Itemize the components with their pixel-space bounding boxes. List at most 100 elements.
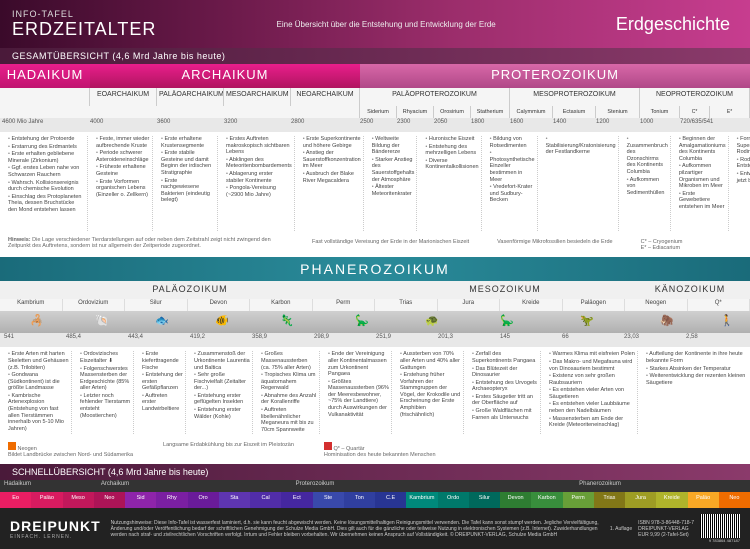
phanero-header: PHANEROZOIKUM xyxy=(0,257,750,281)
era-palaoprot: PALÄOPROTEROZOIKUM xyxy=(360,88,510,106)
content-item: Bildung von Rotsedimenten xyxy=(490,136,535,149)
era-palaoarch: PALÄOARCHAIKUM xyxy=(157,88,224,106)
color-strip: EoPaläoMesoNeoSidRhyOroStaCalEctSteTonC.… xyxy=(0,492,750,508)
content-item: Entstehung der Protoerde xyxy=(8,136,85,143)
era-neoprot: NEOPROTEROZOIKUM xyxy=(640,88,750,106)
content-item: Entstehung der ersten Gefäßpflanzen xyxy=(142,372,183,392)
footer: DREIPUNKT EINFACH. LERNEN. Nutzungshinwe… xyxy=(0,508,750,549)
timeline-2: 541485,4443,4419,2358,9298,9251,9201,314… xyxy=(0,333,750,347)
strip-cell: Rhy xyxy=(156,492,187,508)
content-item: Anstieg der Sauerstoffkonzentration im M… xyxy=(303,150,361,170)
strip-cell: Meso xyxy=(63,492,94,508)
era-eoarch: EOARCHAIKUM xyxy=(90,88,157,106)
strip-cell: Devon xyxy=(500,492,531,508)
mammoth-icon: 🦣 xyxy=(660,314,674,327)
content-item: Größtes Massenaussterben (96% der Meeres… xyxy=(328,379,389,419)
content-item: Stabilisierung/Kratonisierung der Festla… xyxy=(546,136,616,156)
period-label: Jura xyxy=(438,299,501,311)
content-item: Aufteilung der Kontinente in ihre heute … xyxy=(646,351,746,364)
note-mikrofossilien: Vasenförmige Mikrofossilien besiedeln di… xyxy=(493,237,616,253)
period-label: Ordovizium xyxy=(63,299,126,311)
era-neoarch: NEOARCHAIKUM xyxy=(291,88,360,106)
content-item: Erste stabile Gesteine und damit Beginn … xyxy=(161,150,215,176)
strip-cell: Karbon xyxy=(531,492,562,508)
era-kano: KÄNOZOIKUM xyxy=(630,281,750,299)
price: EUR 9,99 (2-Tafel-Set) xyxy=(638,532,694,538)
content-item: Erstehung früher Vorfahren der Stammgrup… xyxy=(400,372,461,418)
content-item: Formung des Superkontinents Rodinia xyxy=(737,136,750,156)
content-item: Erste Gewebetiere entstehen im Meer xyxy=(679,191,726,211)
content-item: Erste Superkontinente und höhere Gebirge xyxy=(303,136,361,149)
content-item: Das Makro- und Megafauna wird von Dinosa… xyxy=(549,359,635,372)
period-icons-row: 🦂 🐚 🐟 🐠 🦎 🦕 🐢 🦕 🦖 🦣 🚶 xyxy=(0,311,750,333)
content-item: Letzter noch fehlender Tierstamm entsteh… xyxy=(80,393,131,419)
content-grid-1: Entstehung der ProtoerdeErstarrung des E… xyxy=(0,132,750,237)
content-item: Ende der Vereinigung aller Kontinentalma… xyxy=(328,351,389,377)
content-item: Zusammenbruch des Ozonschirms des Kontin… xyxy=(627,136,668,176)
period-label: Devon xyxy=(188,299,251,311)
barcode-number: 9 783864 487187 xyxy=(700,538,740,543)
strip-cell: Ton xyxy=(344,492,375,508)
content-item: Große Waldflächen mit Farnen als Unterwu… xyxy=(472,408,538,421)
content-item: Starkes Absinken der Temperatur xyxy=(646,366,746,373)
fish2-icon: 🐠 xyxy=(215,314,229,327)
content-item: Pongola-Vereisung (~2900 Mio Jahre) xyxy=(226,185,292,198)
content-item: Aufkommen pilzartiger Organismen und Mik… xyxy=(679,163,726,189)
eon-row: HADAIKUM ARCHAIKUM PROTEROZOIKUM xyxy=(0,64,750,88)
content-item: Starker Anstieg des Sauerstoffgehalts de… xyxy=(372,157,415,183)
logo: DREIPUNKT xyxy=(10,518,101,534)
content-item: Periode schwerer Asteroideneinschläge xyxy=(96,150,150,163)
strip-cell: Kreide xyxy=(656,492,687,508)
strip-cell: Ste xyxy=(313,492,344,508)
content-item: Auftreten erster Landwirbeltiere xyxy=(142,393,183,413)
period-label: Trias xyxy=(375,299,438,311)
era-meso: MESOZOIKUM xyxy=(380,281,630,299)
period-label: Kreide xyxy=(500,299,563,311)
content-item: Das Blütezeit der Dinosaurier xyxy=(472,366,538,379)
content-item: Erstes Säugetier tritt an der Oberfläche… xyxy=(472,394,538,407)
era-mesoprot: MESOPROTEROZOIKUM xyxy=(510,88,640,106)
content-item: Gondwana (Südkontinent) ist die größte L… xyxy=(8,372,69,392)
edition: 1. Auflage xyxy=(610,526,632,532)
content-item: Erste Vorformen organischen Lebens (Einz… xyxy=(96,179,150,199)
footer-disclaimer: Nutzungshinweise: Diese Info-Tafel ist w… xyxy=(101,520,610,538)
schnell-label: SCHNELLÜBERSICHT (4,6 Mrd Jahre bis heut… xyxy=(0,464,750,480)
content-item: Sehr große Fischvielfalt (Zeitalter der.… xyxy=(194,372,250,392)
strip-cell: Perm xyxy=(563,492,594,508)
content-item: Abnahme des Anzahl der Korallenriffe xyxy=(261,393,317,406)
content-item: Erste erhaltene Krustensegmente xyxy=(161,136,215,149)
strip-cell: Ordo xyxy=(438,492,469,508)
eon-archaikum: ARCHAIKUM xyxy=(90,64,360,88)
content-item: Weltweite Bildung der Bändererze xyxy=(372,136,415,156)
human-icon: 🚶 xyxy=(720,314,734,327)
period-label: Paläogen xyxy=(563,299,626,311)
turtle-icon: 🐢 xyxy=(425,314,439,327)
period-label: Silur xyxy=(125,299,188,311)
content-item: Ordovizisches Eiszeitalter ⬇ xyxy=(80,351,131,364)
content-item: Entstehung des mehrzelligen Lebens xyxy=(425,144,478,157)
era-palao: PALÄOZOIKUM xyxy=(0,281,380,299)
content-item: Existenz von sehr großen Raubsauriern xyxy=(549,373,635,386)
content-item: Abklingen des Meteoritenbombardements xyxy=(226,157,292,170)
strip-cell: Silur xyxy=(469,492,500,508)
brachio-icon: 🦕 xyxy=(500,314,514,327)
content-item: Kambrische Artenexplosion (Entstehung vo… xyxy=(8,393,69,433)
strip-cell: C.E xyxy=(375,492,406,508)
timeline-1: 4600 Mio Jahre 4000 3600 3200 2800 2500 … xyxy=(0,118,750,132)
content-item: Aufkommen von Sedimenthüllen xyxy=(627,177,668,197)
strip-cell: Oro xyxy=(188,492,219,508)
phanero-era-row: PALÄOZOIKUM MESOZOIKUM KÄNOZOIKUM xyxy=(0,281,750,299)
content-item: Weiterentwicklung der rezenten kleinen S… xyxy=(646,373,746,386)
content-item: Erste erhalten gebliebene Minerale (Zirk… xyxy=(8,151,85,164)
content-item: Ggf. erstes Leben nahe von Schwarzen Rau… xyxy=(8,165,85,178)
content-item: Erstes Auftreten makroskopisch sichtbare… xyxy=(226,136,292,156)
dino-icon: 🦕 xyxy=(355,314,369,327)
content-item: Photosynthetische Einzeller bestimmen in… xyxy=(490,150,535,183)
content-item: Rodinia Entstehung xyxy=(737,157,750,170)
period-label: Perm xyxy=(313,299,376,311)
content-item: Erstarrung des Erdmantels xyxy=(8,144,85,151)
period-label: Karbon xyxy=(250,299,313,311)
content-item: Vredefort-Krater und Sudbury-Becken xyxy=(490,184,535,204)
header: INFO-TAFEL ERDZEITALTER Eine Übersicht ü… xyxy=(0,0,750,48)
barcode-icon xyxy=(700,514,740,538)
